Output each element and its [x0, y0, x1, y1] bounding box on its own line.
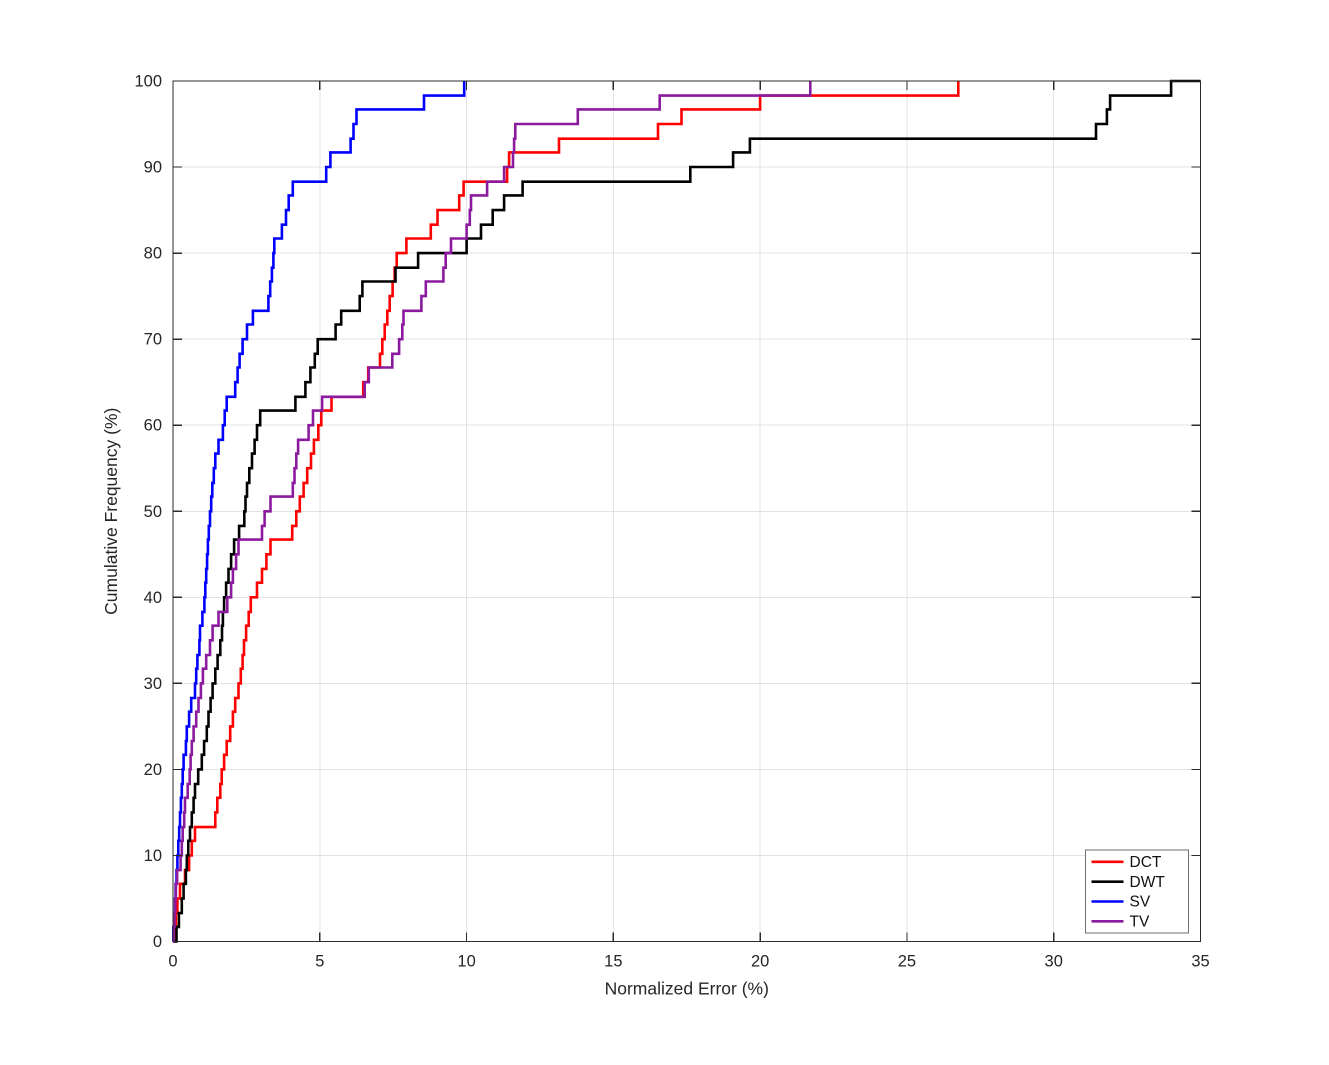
y-tick-label: 90: [144, 159, 162, 177]
series-DWT-line: [173, 79, 1201, 943]
x-tick-label: 5: [315, 953, 324, 971]
x-tick-label: 20: [751, 953, 769, 971]
y-tick-label: 10: [144, 847, 162, 865]
y-tick-label: 80: [144, 245, 162, 263]
y-tick-label: 60: [144, 417, 162, 435]
x-axis-label: Normalized Error (%): [605, 979, 769, 999]
series-SV-line: [172, 81, 466, 943]
x-tick-label: 15: [604, 953, 622, 971]
x-tick-label: 35: [1191, 953, 1209, 971]
x-tick-label: 0: [168, 953, 177, 971]
legend-label: TV: [1130, 914, 1150, 931]
legend-label: DCT: [1130, 854, 1162, 871]
y-tick-label: 40: [144, 589, 162, 607]
legend-label: DWT: [1130, 874, 1166, 891]
x-tick-label: 25: [898, 953, 916, 971]
series-TV-line: [172, 81, 812, 943]
x-tick-label: 30: [1045, 953, 1063, 971]
y-tick-label: 50: [144, 503, 162, 521]
y-tick-label: 20: [144, 761, 162, 779]
legend-box: [1085, 849, 1189, 934]
y-tick-label: 0: [153, 933, 162, 951]
series-DCT-line: [173, 81, 960, 943]
y-tick-label: 30: [144, 675, 162, 693]
y-tick-label: 100: [134, 73, 162, 91]
y-axis-label: Cumulative Frequency (%): [101, 408, 121, 615]
y-tick-label: 70: [144, 331, 162, 349]
x-tick-label: 10: [457, 953, 475, 971]
legend-label: SV: [1130, 894, 1151, 911]
